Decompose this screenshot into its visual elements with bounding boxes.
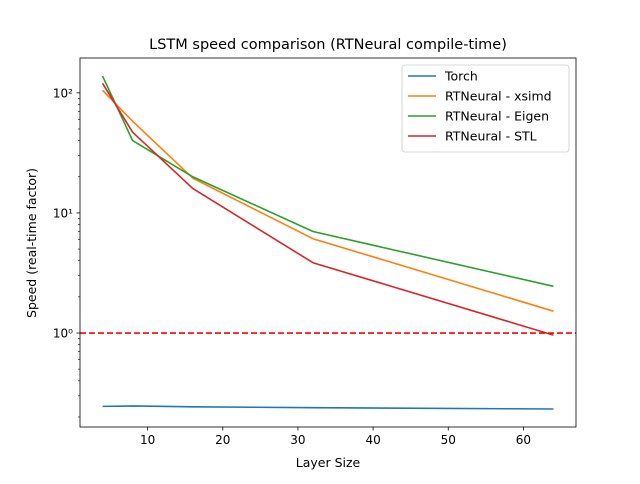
series-line-rtneural-stl <box>101 82 554 336</box>
legend-label: RTNeural - Eigen <box>445 108 549 123</box>
series-line-torch <box>102 405 554 410</box>
legend-box <box>401 64 570 153</box>
plot-area: 10⁰ 10¹ 10² 10 20 30 40 50 60 Torch RTNeural - xsi… <box>53 57 577 447</box>
series-line-rtneural-xsimd <box>101 89 554 312</box>
legend-entry: RTNeural - Eigen <box>408 108 549 123</box>
x-tick-label: 10 <box>140 433 155 447</box>
chart-title: LSTM speed comparison (RTNeural compile-… <box>149 37 507 53</box>
axes-frame <box>79 57 577 428</box>
y-tick-label: 10² <box>53 86 73 100</box>
y-tick-label: 10¹ <box>53 206 73 220</box>
legend-label: Torch <box>444 68 478 83</box>
x-tick-label: 30 <box>290 433 305 447</box>
y-axis-ticks: 10⁰ 10¹ 10² <box>53 86 80 341</box>
legend-entry: RTNeural - xsimd <box>408 88 552 103</box>
legend: Torch RTNeural - xsimd RTNeural - Eigen RTN… <box>401 64 570 153</box>
legend-entry: Torch <box>408 68 478 83</box>
x-axis-label: Layer Size <box>296 455 361 470</box>
legend-label: RTNeural - STL <box>445 128 537 143</box>
x-tick-label: 20 <box>215 433 230 447</box>
y-tick-label: 10⁰ <box>53 327 73 341</box>
legend-label: RTNeural - xsimd <box>445 88 552 103</box>
y-axis-label: Speed (real-time factor) <box>24 168 39 318</box>
legend-entry: RTNeural - STL <box>408 128 537 143</box>
x-tick-label: 60 <box>516 433 531 447</box>
x-tick-label: 50 <box>441 433 456 447</box>
series-lines <box>101 75 554 410</box>
x-tick-label: 40 <box>365 433 380 447</box>
series-line-rtneural-eigen <box>101 75 554 288</box>
x-axis-ticks: 10 20 30 40 50 60 <box>140 427 531 447</box>
